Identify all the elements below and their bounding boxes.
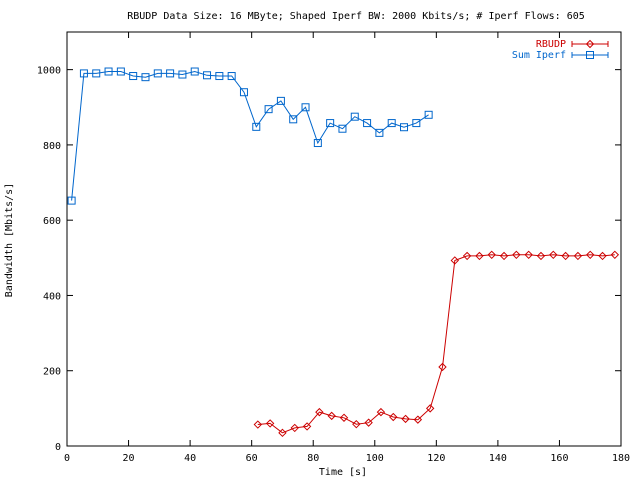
rbudp-point <box>401 414 410 424</box>
sum-iperf-point <box>79 69 88 78</box>
x-tick-label: 180 <box>612 453 630 464</box>
rbudp-point <box>586 250 595 260</box>
rbudp-point <box>253 420 263 429</box>
rbudp-point <box>462 251 472 261</box>
sum-iperf-point <box>276 96 285 105</box>
rbudp-point <box>549 250 558 260</box>
rbudp-point <box>610 250 620 260</box>
sum-iperf-point <box>400 123 409 132</box>
rbudp-point <box>302 422 312 431</box>
rbudp-point <box>524 250 533 260</box>
sum-iperf-series <box>67 67 433 205</box>
sum-iperf-point <box>227 72 236 81</box>
rbudp-point <box>265 419 275 428</box>
sum-iperf-point <box>301 103 310 112</box>
rbudp-point <box>315 407 324 417</box>
sum-iperf-point <box>166 69 175 78</box>
legend-marker-sum-iperf <box>586 51 594 59</box>
x-tick-label: 120 <box>427 453 445 464</box>
rbudp-point <box>438 362 447 372</box>
rbudp-point <box>352 419 361 429</box>
rbudp-point <box>598 251 607 261</box>
rbudp-point <box>573 251 583 261</box>
y-tick-label: 800 <box>43 141 61 152</box>
plot-frame <box>66 31 622 447</box>
rbudp-point <box>278 428 287 438</box>
legend-label-rbudp: RBUDP <box>536 39 566 50</box>
x-axis-label: Time [s] <box>319 467 367 478</box>
y-tick-label: 1000 <box>37 66 61 77</box>
sum-iperf-point <box>67 196 76 205</box>
sum-iperf-point <box>424 110 433 119</box>
sum-iperf-point <box>363 119 372 128</box>
rbudp-point <box>425 404 435 413</box>
y-tick-label: 0 <box>55 442 61 453</box>
y-tick-label: 200 <box>43 367 61 378</box>
sum-iperf-point <box>178 70 187 79</box>
series-layer <box>67 67 620 438</box>
x-tick-label: 20 <box>123 453 135 464</box>
sum-iperf-point <box>412 119 421 128</box>
sum-iperf-point <box>338 124 347 133</box>
rbudp-point <box>561 251 570 261</box>
x-tick-label: 160 <box>550 453 568 464</box>
chart-title: RBUDP Data Size: 16 MByte; Shaped Iperf … <box>127 11 585 22</box>
rbudp-point <box>327 411 336 421</box>
rbudp-point <box>512 250 521 260</box>
sum-iperf-point <box>387 119 396 128</box>
sum-iperf-point <box>141 73 150 82</box>
x-tick-label: 80 <box>307 453 319 464</box>
sum-iperf-point <box>190 67 199 76</box>
rbudp-point <box>364 418 373 427</box>
axis-ticks: 0 20 40 60 80 100 120 140 160 180 0 200 400 600 800 100… <box>37 32 630 464</box>
sum-iperf-point <box>350 112 359 121</box>
rbudp-point <box>290 423 299 433</box>
sum-iperf-point <box>116 67 125 76</box>
rbudp-point <box>450 256 460 265</box>
rbudp-point <box>499 251 509 261</box>
sum-iperf-line <box>71 70 429 201</box>
sum-iperf-point <box>375 128 384 137</box>
x-tick-label: 40 <box>184 453 196 464</box>
y-tick-label: 600 <box>43 216 61 227</box>
rbudp-point <box>536 251 546 261</box>
sum-iperf-point <box>239 88 248 97</box>
sum-iperf-point <box>289 115 298 124</box>
sum-iperf-point <box>203 71 212 80</box>
sum-iperf-point <box>153 69 162 78</box>
rbudp-point <box>376 407 386 417</box>
rbudp-point <box>413 415 423 424</box>
legend-marker-rbudp <box>585 39 595 49</box>
rbudp-point <box>339 413 349 422</box>
sum-iperf-point <box>215 72 224 81</box>
rbudp-point <box>389 412 398 422</box>
sum-iperf-point <box>264 105 273 114</box>
x-tick-label: 0 <box>64 453 70 464</box>
sum-iperf-point <box>313 139 322 148</box>
sum-iperf-point <box>252 122 261 131</box>
x-tick-label: 60 <box>246 453 258 464</box>
legend-label-sum-iperf: Sum Iperf <box>512 50 566 61</box>
rbudp-series <box>253 250 620 438</box>
rbudp-point <box>487 250 496 260</box>
y-tick-label: 400 <box>43 291 61 302</box>
rbudp-point <box>475 251 484 261</box>
rbudp-line <box>257 254 615 434</box>
sum-iperf-point <box>92 69 101 78</box>
sum-iperf-point <box>104 67 113 76</box>
x-tick-label: 140 <box>489 453 507 464</box>
x-tick-label: 100 <box>366 453 384 464</box>
sum-iperf-point <box>129 72 138 81</box>
y-axis-label: Bandwidth [Mbits/s] <box>4 183 15 297</box>
sum-iperf-point <box>326 119 335 128</box>
